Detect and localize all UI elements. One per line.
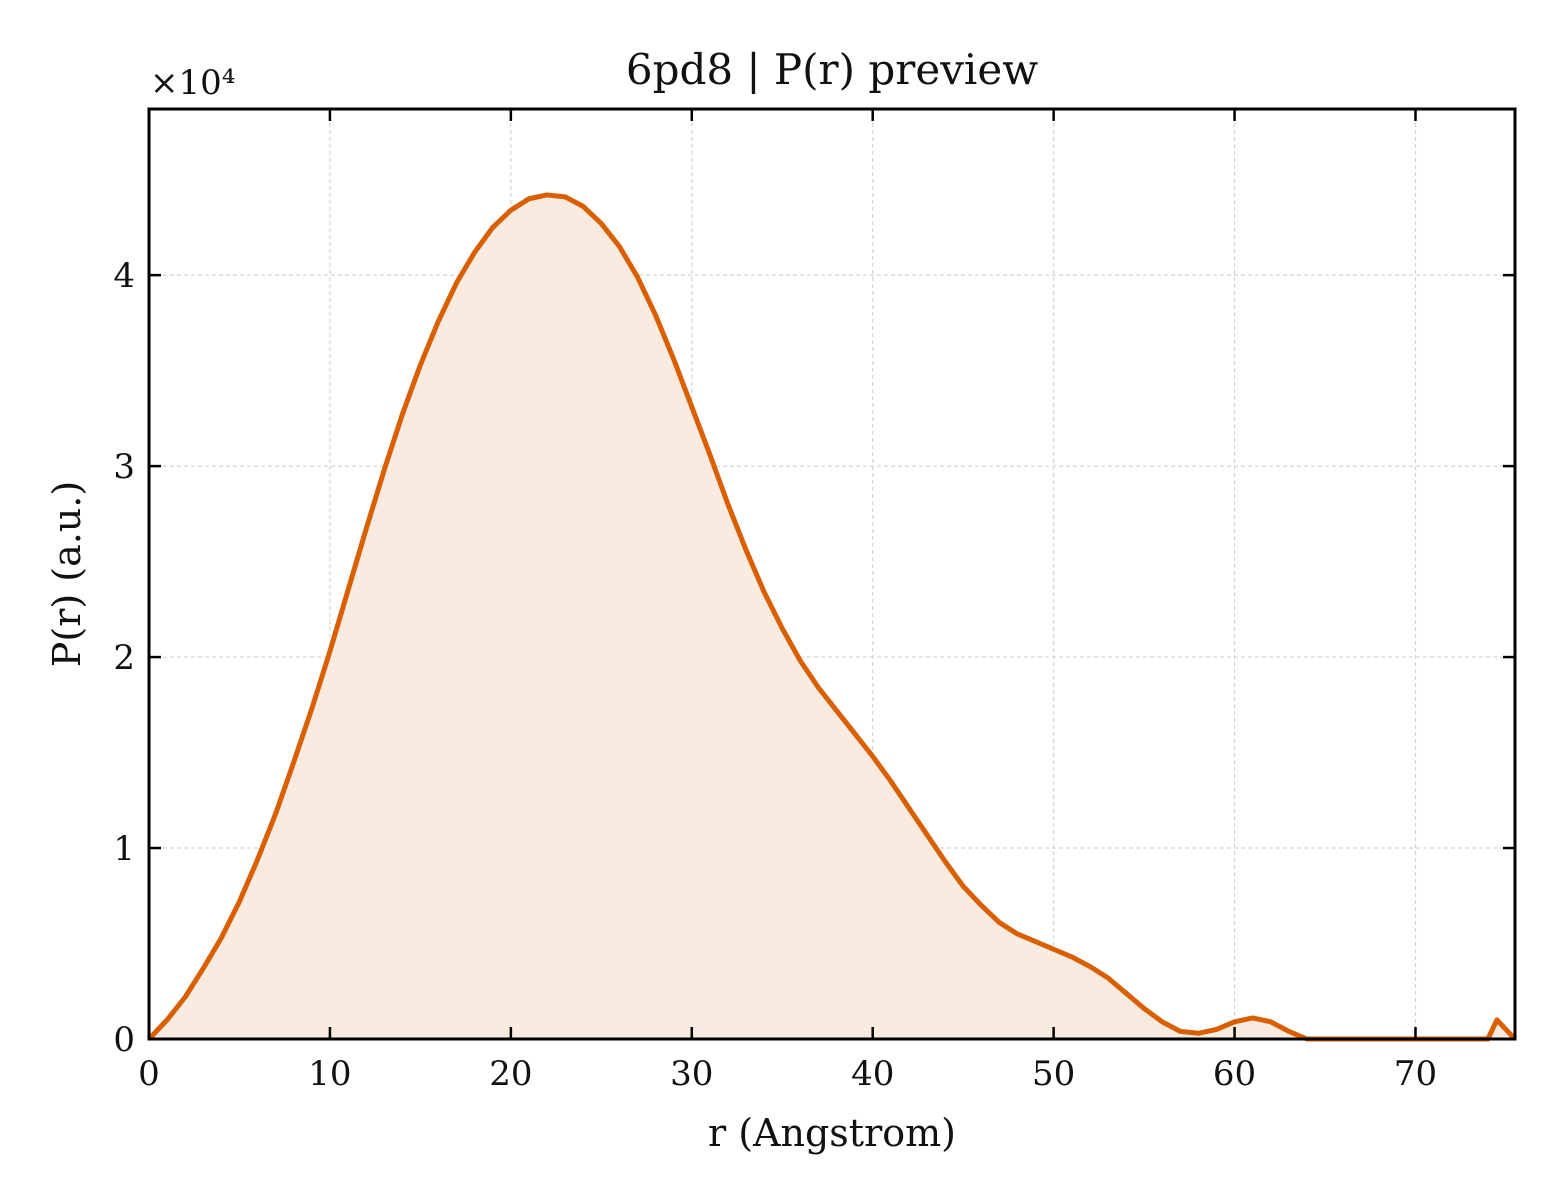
x-tick-label-0: 0 xyxy=(138,1054,160,1094)
y-axis-label: P(r) (a.u.) xyxy=(45,481,89,667)
x-tick-label-5: 50 xyxy=(1032,1054,1075,1094)
y-tick-label-0: 0 xyxy=(113,1020,135,1060)
y-tick-label-1: 1 xyxy=(113,829,135,869)
x-tick-label-3: 30 xyxy=(670,1054,713,1094)
x-tick-label-6: 60 xyxy=(1213,1054,1256,1094)
plot-frame xyxy=(147,107,1517,1041)
x-tick-label-2: 20 xyxy=(489,1054,532,1094)
x-tick-label-7: 70 xyxy=(1394,1054,1437,1094)
pr-area-fill xyxy=(149,194,1515,1039)
y-tick-label-3: 3 xyxy=(113,447,135,487)
x-axis-label: r (Angstrom) xyxy=(708,1111,956,1155)
y-tick-label-2: 2 xyxy=(113,638,135,678)
y-tick-label-4: 4 xyxy=(113,256,135,296)
y-axis-multiplier: ×10⁴ xyxy=(150,63,235,103)
x-tick-label-1: 10 xyxy=(308,1054,351,1094)
chart-title: 6pd8 | P(r) preview xyxy=(626,45,1038,94)
axis-ticks: 0 10 20 30 40 50 60 70 0 1 2 3 4 xyxy=(113,109,1515,1094)
x-tick-label-4: 40 xyxy=(851,1054,894,1094)
